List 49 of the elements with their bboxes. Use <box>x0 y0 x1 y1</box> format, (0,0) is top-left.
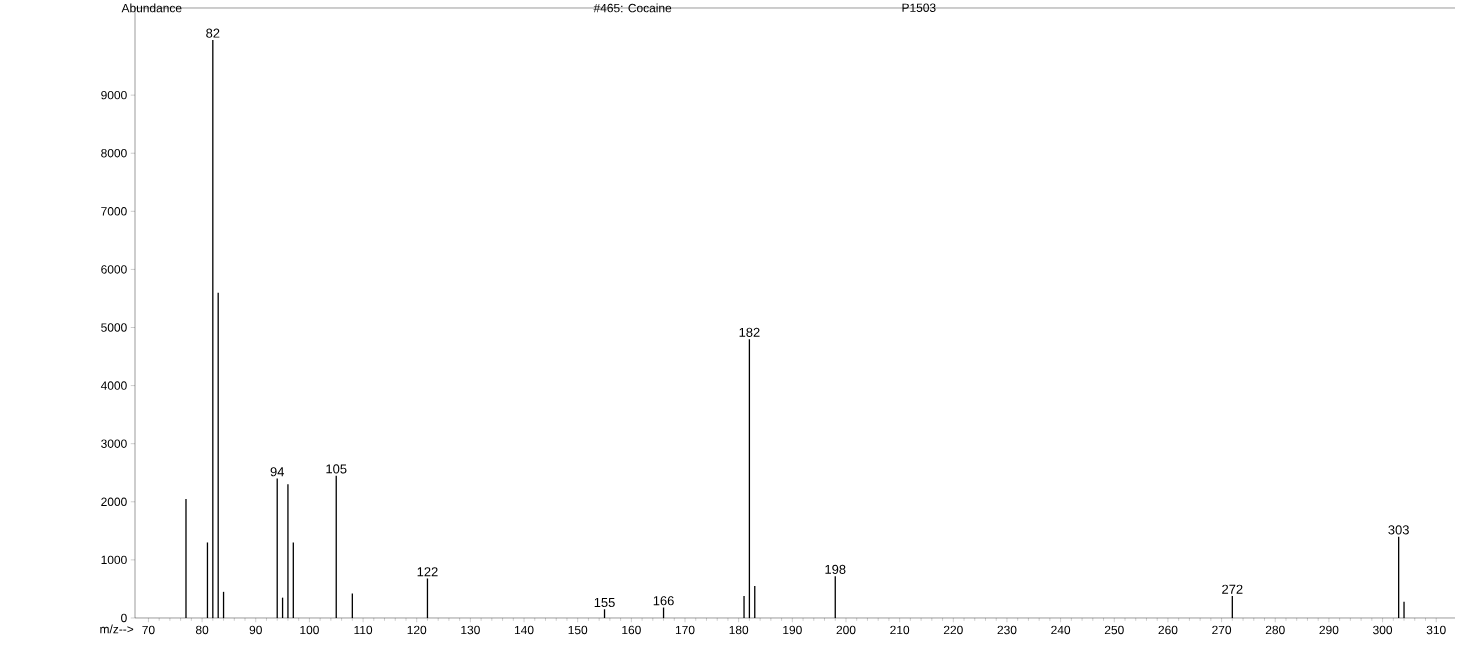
x-tick-label: 300 <box>1373 625 1393 635</box>
x-axis-title: m/z--> <box>100 624 134 634</box>
x-tick-label: 250 <box>1104 625 1124 635</box>
x-tick-label: 230 <box>997 625 1017 635</box>
y-tick-label: 3000 <box>101 439 127 448</box>
annotation: 155 <box>594 598 615 608</box>
y-tick-label: 6000 <box>101 265 127 274</box>
annotation: 272 <box>1222 584 1243 594</box>
x-tick-label: 240 <box>1051 625 1071 635</box>
annotation: 182 <box>739 327 760 337</box>
x-tick-label: 110 <box>354 625 373 635</box>
x-tick-label: 70 <box>142 625 155 635</box>
x-tick-label: 260 <box>1158 625 1178 635</box>
annotation: 166 <box>653 596 674 606</box>
y-tick-label: 7000 <box>101 207 127 216</box>
annotation: 94 <box>270 467 285 477</box>
y-axis-title: Abundance <box>121 3 182 13</box>
x-tick-label: 220 <box>943 625 963 635</box>
y-tick-label: 5000 <box>101 323 127 332</box>
annotation: 122 <box>417 567 438 577</box>
x-tick-label: 150 <box>568 625 588 635</box>
y-tick-label: 1000 <box>101 555 127 565</box>
y-tick-label: 8000 <box>101 148 127 158</box>
x-tick-label: 140 <box>514 625 534 635</box>
y-tick-label: 4000 <box>100 381 127 390</box>
annotation: 105 <box>326 464 347 474</box>
x-tick-label: 100 <box>300 625 319 635</box>
x-tick-label: 280 <box>1265 625 1285 635</box>
x-tick-label: 160 <box>622 625 641 635</box>
y-tick-label: 2000 <box>101 497 127 507</box>
x-tick-label: 130 <box>461 625 480 635</box>
y-tick-label: 0 <box>121 613 127 623</box>
annotation: 82 <box>206 28 220 38</box>
x-tick-label: 90 <box>249 625 262 635</box>
x-tick-label: 190 <box>783 625 802 635</box>
x-tick-label: 310 <box>1426 625 1446 635</box>
chart-subtitle: P1503 <box>902 3 936 12</box>
y-tick-label: 9000 <box>101 90 127 100</box>
x-tick-label: 270 <box>1212 625 1232 635</box>
x-tick-label: 180 <box>729 625 749 635</box>
x-tick-label: 290 <box>1319 625 1339 635</box>
x-tick-label: 200 <box>836 625 856 635</box>
annotation: 198 <box>825 564 846 574</box>
x-tick-label: 80 <box>195 625 209 635</box>
annotation: 303 <box>1388 525 1409 535</box>
chart-title: #465: Cocaine <box>593 3 672 13</box>
x-tick-label: 120 <box>407 625 427 635</box>
x-tick-label: 170 <box>675 625 695 635</box>
x-tick-label: 210 <box>890 625 910 635</box>
